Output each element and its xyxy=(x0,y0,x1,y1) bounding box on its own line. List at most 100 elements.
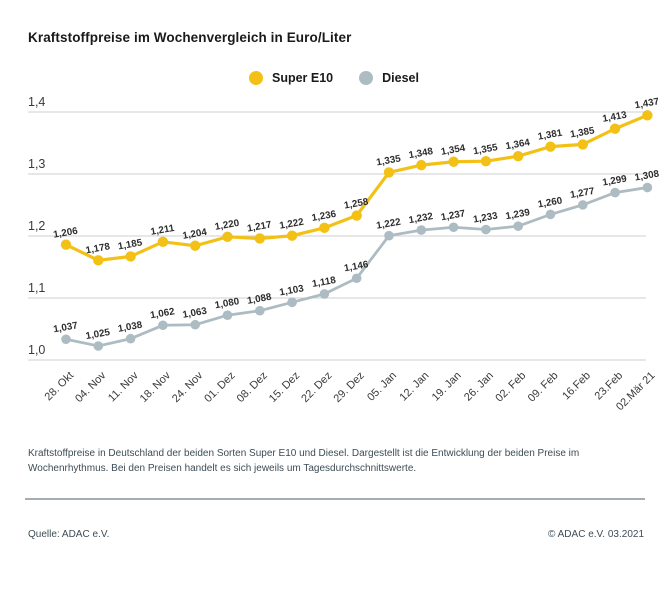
data-point-super-e10 xyxy=(351,210,362,221)
data-point-diesel xyxy=(319,289,330,299)
chart-legend: Super E10 Diesel xyxy=(0,71,668,85)
data-point-label-super-e10: 1,335 xyxy=(376,153,403,168)
x-tick-label: 08. Dez xyxy=(235,370,270,405)
y-tick-label: 1,4 xyxy=(28,95,45,109)
data-point-super-e10 xyxy=(319,222,330,234)
data-point-super-e10 xyxy=(190,240,201,251)
data-point-diesel xyxy=(222,310,233,320)
source-note: Quelle: ADAC e.V. xyxy=(28,529,110,540)
data-point-super-e10 xyxy=(577,139,588,150)
data-point-label-super-e10: 1,355 xyxy=(472,142,499,157)
footer-divider xyxy=(25,498,645,500)
footnote: Kraftstoffpreise in Deutschland der beid… xyxy=(28,448,580,474)
data-point-super-e10 xyxy=(222,231,233,242)
legend-dot-diesel-icon xyxy=(359,71,374,85)
data-point-label-super-e10: 1,348 xyxy=(408,146,435,161)
data-point-label-diesel: 1,063 xyxy=(182,306,209,321)
data-point-label-super-e10: 1,217 xyxy=(246,219,273,234)
x-tick-label: 22. Dez xyxy=(299,370,334,405)
data-point-label-super-e10: 1,211 xyxy=(150,223,176,238)
x-tick-label: 11. Nov xyxy=(106,369,141,404)
data-point-diesel xyxy=(578,200,588,210)
x-tick-label: 19. Jan xyxy=(430,370,464,404)
data-point-label-diesel: 1,233 xyxy=(472,210,499,225)
data-point-label-super-e10: 1,236 xyxy=(311,209,338,224)
data-point-diesel xyxy=(513,221,523,231)
data-point-diesel xyxy=(351,273,362,284)
data-point-diesel xyxy=(93,341,104,351)
data-point-label-diesel: 1,062 xyxy=(149,306,176,321)
data-point-label-super-e10: 1,354 xyxy=(440,143,467,158)
data-point-label-super-e10: 1,204 xyxy=(182,227,209,242)
data-point-diesel xyxy=(287,297,297,308)
data-point-label-diesel: 1,037 xyxy=(53,320,80,335)
data-point-label-diesel: 1,239 xyxy=(505,207,532,222)
data-point-super-e10 xyxy=(480,156,492,167)
x-tick-label: 12. Jan xyxy=(397,370,431,404)
data-point-label-super-e10: 1,220 xyxy=(214,218,241,233)
data-point-diesel xyxy=(254,305,265,316)
x-tick-label: 02. Feb xyxy=(493,370,528,405)
data-point-diesel xyxy=(158,320,168,331)
x-tick-label: 24. Nov xyxy=(170,369,206,405)
data-point-label-super-e10: 1,178 xyxy=(85,241,112,256)
x-tick-label: 29. Dez xyxy=(332,370,367,405)
x-tick-label: 16.Feb xyxy=(560,370,593,403)
data-point-label-diesel: 1,088 xyxy=(246,292,273,307)
data-point-super-e10 xyxy=(513,150,524,162)
legend-label-diesel: Diesel xyxy=(382,71,419,85)
data-point-diesel xyxy=(384,230,394,241)
data-point-label-diesel: 1,080 xyxy=(214,296,241,311)
x-tick-label: 26. Jan xyxy=(462,370,496,404)
data-point-label-super-e10: 1,385 xyxy=(569,125,596,140)
data-point-super-e10 xyxy=(416,159,427,171)
x-tick-label: 28. Okt xyxy=(43,370,77,404)
data-point-label-diesel: 1,038 xyxy=(117,320,144,335)
data-point-diesel xyxy=(545,209,556,220)
data-point-label-diesel: 1,277 xyxy=(569,186,596,201)
data-point-label-super-e10: 1,381 xyxy=(537,128,564,143)
data-point-label-diesel: 1,260 xyxy=(537,195,564,210)
data-point-super-e10 xyxy=(383,167,395,178)
legend-dot-super-e10-icon xyxy=(249,71,263,85)
data-point-label-super-e10: 1,222 xyxy=(279,217,306,232)
data-point-label-diesel: 1,232 xyxy=(408,211,435,226)
legend-item-diesel: Diesel xyxy=(359,71,419,85)
legend-label-super-e10: Super E10 xyxy=(272,71,334,85)
data-point-super-e10 xyxy=(60,239,72,250)
page-title: Kraftstoffpreise im Wochenvergleich in E… xyxy=(28,30,352,45)
data-point-label-super-e10: 1,413 xyxy=(602,110,629,125)
data-point-label-super-e10: 1,258 xyxy=(343,196,370,211)
data-point-diesel xyxy=(61,334,71,345)
data-point-label-super-e10: 1,185 xyxy=(117,237,144,252)
data-point-super-e10 xyxy=(545,141,556,152)
data-point-label-diesel: 1,025 xyxy=(85,327,112,342)
x-tick-label: 15. Dez xyxy=(267,370,302,405)
data-point-super-e10 xyxy=(93,255,104,266)
data-point-super-e10 xyxy=(609,123,621,134)
x-tick-label: 01. Dez xyxy=(202,370,237,405)
x-tick-label: 18. Nov xyxy=(138,369,174,405)
data-point-label-diesel: 1,308 xyxy=(634,168,661,183)
data-point-label-diesel: 1,146 xyxy=(343,259,370,274)
data-point-label-diesel: 1,222 xyxy=(376,217,403,232)
data-point-diesel xyxy=(125,333,136,344)
y-tick-label: 1,2 xyxy=(28,219,45,233)
data-point-super-e10 xyxy=(157,236,169,248)
data-point-diesel xyxy=(448,222,459,233)
data-point-super-e10 xyxy=(254,233,265,244)
data-point-diesel xyxy=(481,224,491,235)
x-tick-label: 05. Jan xyxy=(365,370,399,404)
data-point-diesel xyxy=(610,187,620,198)
data-point-super-e10 xyxy=(286,230,298,241)
data-point-super-e10 xyxy=(448,156,459,167)
data-point-label-diesel: 1,103 xyxy=(279,283,306,298)
y-tick-label: 1,0 xyxy=(28,343,45,357)
data-point-label-diesel: 1,299 xyxy=(602,173,629,188)
data-point-label-super-e10: 1,364 xyxy=(505,137,532,152)
data-point-label-diesel: 1,237 xyxy=(440,208,467,223)
y-tick-label: 1,1 xyxy=(28,281,45,295)
data-point-label-diesel: 1,118 xyxy=(311,275,337,290)
data-point-diesel xyxy=(642,182,653,193)
